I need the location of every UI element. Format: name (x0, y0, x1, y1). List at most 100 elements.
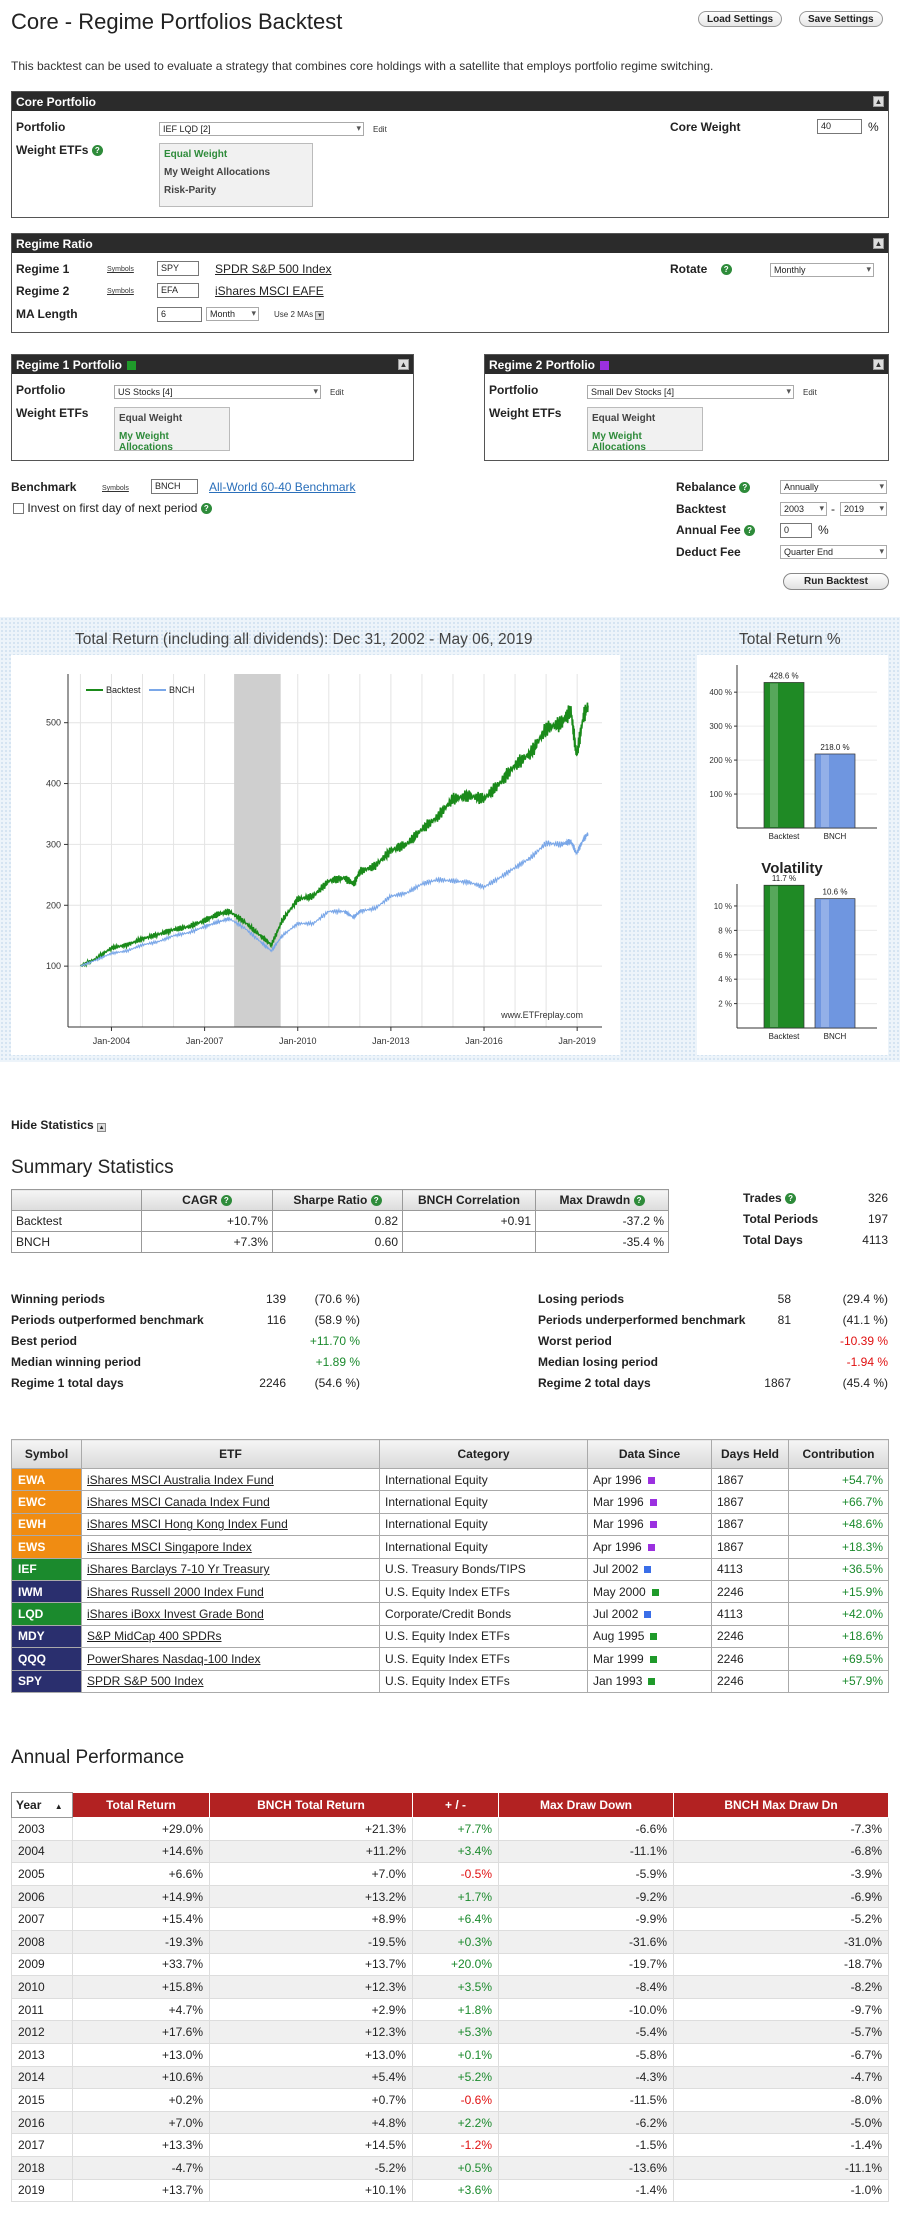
collapse-icon[interactable]: ▲ (873, 359, 884, 370)
rebalance-select[interactable]: Annually (780, 480, 887, 494)
core-edit-link[interactable]: Edit (373, 125, 387, 134)
regime2-symbol-input[interactable]: EFA (157, 283, 199, 298)
etf-contribution: +54.7% (788, 1467, 889, 1492)
annual-diff: +1.8% (412, 1997, 499, 2022)
etf-symbol[interactable]: MDY (11, 1624, 82, 1649)
collapse-icon[interactable]: ▲ (873, 96, 884, 107)
benchmark-name-link[interactable]: All-World 60-40 Benchmark (209, 480, 356, 494)
invest-first-day-checkbox[interactable] (13, 503, 24, 515)
regime2-portfolio-select[interactable]: Small Dev Stocks [4] (587, 385, 794, 399)
etf-name-link[interactable]: iShares MSCI Canada Index Fund (81, 1490, 380, 1514)
collapse-icon[interactable]: ▲ (873, 238, 884, 249)
deduct-fee-select[interactable]: Quarter End (780, 545, 887, 559)
backtest-from-select[interactable]: 2003 (780, 502, 827, 516)
regime2-name-link[interactable]: iShares MSCI EAFE (215, 284, 324, 298)
regime2-weight-option[interactable]: Equal Weight (592, 413, 656, 424)
help-icon[interactable]: ? (739, 482, 751, 494)
annual-year: 2005 (11, 1862, 73, 1886)
etf-name-link[interactable]: iShares Barclays 7-10 Yr Treasury (81, 1557, 380, 1581)
annual-total-return: +10.6% (72, 2065, 210, 2090)
annual-bnch-return: +8.9% (209, 1907, 413, 1931)
hide-statistics-toggle[interactable]: Hide Statistics ▲ (11, 1118, 107, 1132)
ma-length-input[interactable]: 6 (157, 307, 202, 322)
summary-col-text: CAGR (182, 1193, 218, 1207)
annual-col-header[interactable]: Max Draw Down (498, 1792, 674, 1818)
core-portfolio-select[interactable]: IEF LQD [2] (159, 122, 364, 136)
etf-name-link[interactable]: PowerShares Nasdaq-100 Index (81, 1647, 380, 1671)
core-weight-option[interactable]: My Weight Allocations (164, 167, 271, 178)
core-weight-option[interactable]: Risk-Parity (164, 185, 217, 196)
annual-fee-input[interactable]: 0 (780, 523, 812, 538)
sort-up-icon[interactable]: ▲ (54, 1802, 63, 1811)
backtest-to-select[interactable]: 2019 (840, 502, 887, 516)
annual-total-return: +7.0% (72, 2110, 210, 2135)
etf-symbol[interactable]: SPY (11, 1669, 82, 1693)
help-icon[interactable]: ? (200, 503, 212, 515)
annual-col-header[interactable]: BNCH Max Draw Dn (673, 1792, 889, 1818)
annual-col-header[interactable]: Total Return (72, 1792, 210, 1818)
regime1-portfolio-select[interactable]: US Stocks [4] (114, 385, 321, 399)
etf-name-link[interactable]: SPDR S&P 500 Index (81, 1669, 380, 1693)
help-icon[interactable]: ? (220, 1195, 232, 1207)
annual-col-header[interactable]: BNCH Total Return (209, 1792, 413, 1818)
annual-col-header[interactable]: Year ▲ (11, 1792, 73, 1818)
summary-cell: 0.60 (272, 1231, 403, 1253)
etf-name-link[interactable]: iShares Russell 2000 Index Fund (81, 1579, 380, 1604)
etf-col-header[interactable]: ETF (81, 1439, 380, 1469)
regime2-edit-link[interactable]: Edit (803, 388, 817, 397)
etf-symbol[interactable]: IEF (11, 1557, 82, 1581)
rotate-select[interactable]: Monthly (770, 263, 874, 277)
table-row: 2017 +13.3% +14.5% -1.2% -1.5% -1.4% (11, 2133, 889, 2157)
collapse-icon[interactable]: ▲ (97, 1123, 107, 1132)
help-icon[interactable]: ? (370, 1195, 382, 1207)
etf-data-since: Jul 2002 (587, 1557, 712, 1581)
summary-cell: +7.3% (141, 1231, 273, 1253)
etf-days-held: 2246 (711, 1579, 789, 1604)
etf-name-link[interactable]: iShares iBoxx Invest Grade Bond (81, 1602, 380, 1626)
core-weight-option[interactable]: Equal Weight (164, 149, 228, 160)
core-weight-input[interactable]: 40 (817, 119, 862, 134)
underperformed-pct: (41.1 %) (842, 1313, 888, 1327)
etf-symbol[interactable]: EWS (11, 1535, 82, 1559)
etf-name-link[interactable]: iShares MSCI Hong Kong Index Fund (81, 1512, 380, 1537)
regime1-weight-option[interactable]: My Weight Allocations (119, 431, 173, 453)
save-settings-button[interactable]: Save Settings (799, 11, 883, 27)
etf-name-link[interactable]: S&P MidCap 400 SPDRs (81, 1624, 380, 1649)
etf-col-header[interactable]: Contribution (788, 1439, 889, 1469)
etf-col-header[interactable]: Category (379, 1439, 588, 1469)
benchmark-symbol-input[interactable]: BNCH (151, 479, 198, 494)
help-icon[interactable]: ? (633, 1195, 645, 1207)
use-2-mas-toggle[interactable]: Use 2 MAs ▼ (274, 310, 325, 320)
load-settings-button[interactable]: Load Settings (698, 11, 783, 27)
regime1-weight-option[interactable]: Equal Weight (119, 413, 183, 424)
regime1-name-link[interactable]: SPDR S&P 500 Index (215, 262, 332, 276)
help-icon[interactable]: ? (720, 264, 732, 276)
help-icon[interactable]: ? (744, 525, 756, 537)
etf-name-link[interactable]: iShares MSCI Australia Index Fund (81, 1467, 380, 1492)
invest-first-day-option[interactable]: Invest on first day of next period ? (13, 501, 212, 515)
etf-symbol[interactable]: EWA (11, 1467, 82, 1492)
etf-symbol[interactable]: QQQ (11, 1647, 82, 1671)
annual-col-header[interactable]: + / - (412, 1792, 499, 1818)
etf-col-header[interactable]: Data Since (587, 1439, 712, 1469)
etf-symbol[interactable]: EWH (11, 1512, 82, 1537)
total-return-pct-title: Total Return % (739, 631, 841, 648)
expand-icon[interactable]: ▼ (315, 311, 325, 320)
etf-col-header[interactable]: Days Held (711, 1439, 789, 1469)
regime1-symbol-input[interactable]: SPY (157, 261, 199, 276)
collapse-icon[interactable]: ▲ (398, 359, 409, 370)
etf-col-header[interactable]: Symbol (11, 1439, 82, 1469)
help-icon[interactable]: ? (785, 1193, 797, 1205)
annual-bnch-return: +13.0% (209, 2042, 413, 2067)
run-backtest-button[interactable]: Run Backtest (783, 573, 889, 590)
ma-unit-select[interactable]: Month (206, 307, 259, 321)
annual-bnch-max-drawdown: -6.8% (673, 1839, 889, 1864)
etf-name-link[interactable]: iShares MSCI Singapore Index (81, 1535, 380, 1559)
etf-symbol[interactable]: LQD (11, 1602, 82, 1626)
core-portfolio-label: Portfolio (16, 120, 66, 134)
etf-symbol[interactable]: IWM (11, 1579, 82, 1604)
help-icon[interactable]: ? (91, 145, 103, 157)
etf-symbol[interactable]: EWC (11, 1490, 82, 1514)
regime2-weight-option[interactable]: My Weight Allocations (592, 431, 646, 453)
regime1-edit-link[interactable]: Edit (330, 388, 344, 397)
